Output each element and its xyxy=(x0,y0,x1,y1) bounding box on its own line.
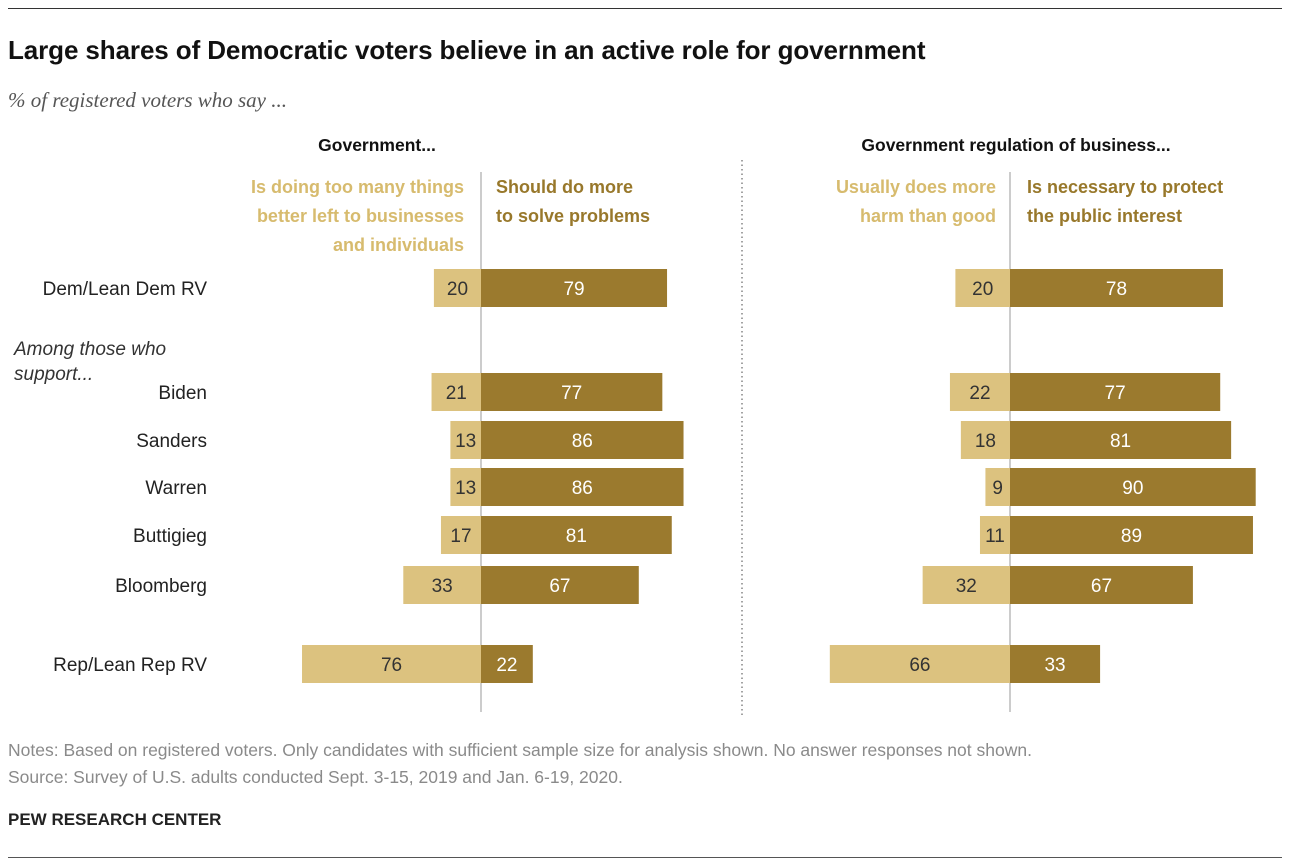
regulation-bar-necessary-to-protect-warren xyxy=(1010,468,1256,506)
row-label-biden: Biden xyxy=(158,383,207,404)
government-bar-should-do-more-biden xyxy=(481,373,663,411)
government-value-label-should-do-more-bloomberg: 67 xyxy=(549,576,570,597)
regulation-necessary-header-line-1: Is necessary to protect xyxy=(1027,177,1223,197)
regulation-bar-necessary-to-protect-bloomberg xyxy=(1010,566,1193,604)
regulation-value-label-more-harm-than-good-biden: 22 xyxy=(969,383,990,404)
regulation-value-label-necessary-to-protect-rep-lean-rep-rv: 33 xyxy=(1044,655,1065,676)
government-bar-should-do-more-sanders xyxy=(481,421,684,459)
chart-source: Source: Survey of U.S. adults conducted … xyxy=(8,767,623,787)
row-label-sanders: Sanders xyxy=(136,431,207,452)
government-value-label-too-many-things-sanders: 13 xyxy=(455,431,476,452)
regulation-value-label-necessary-to-protect-sanders: 81 xyxy=(1110,431,1131,452)
government-should-do-more-header-line-2: to solve problems xyxy=(496,206,650,226)
regulation-value-label-necessary-to-protect-bloomberg: 67 xyxy=(1091,576,1112,597)
regulation-value-label-necessary-to-protect-biden: 77 xyxy=(1105,383,1126,404)
regulation-value-label-more-harm-than-good-warren: 9 xyxy=(992,478,1003,499)
government-panel-title: Government... xyxy=(318,135,436,155)
government-value-label-too-many-things-biden: 21 xyxy=(446,383,467,404)
regulation-bar-more-harm-than-good-buttigieg xyxy=(979,516,1010,554)
government-bar-should-do-more-rep-lean-rep-rv xyxy=(481,645,533,683)
regulation-bars: 20 78 22 77 18 81 9 90 11 89 32 67 66 33 xyxy=(829,269,1256,683)
regulation-more-harm-header-line-1: Usually does more xyxy=(836,177,996,197)
government-value-label-should-do-more-dem-lean-dem-rv: 79 xyxy=(563,279,584,300)
government-too-many-things-header-line-3: and individuals xyxy=(333,235,464,255)
government-value-label-too-many-things-buttigieg: 17 xyxy=(450,526,471,547)
government-bar-too-many-things-biden xyxy=(431,373,481,411)
regulation-value-label-more-harm-than-good-bloomberg: 32 xyxy=(956,576,977,597)
regulation-bar-necessary-to-protect-biden xyxy=(1010,373,1221,411)
regulation-panel: Government regulation of business... Usu… xyxy=(836,135,1223,712)
chart-subtitle: % of registered voters who say ... xyxy=(8,88,287,112)
regulation-bar-more-harm-than-good-rep-lean-rep-rv xyxy=(829,645,1010,683)
regulation-value-label-necessary-to-protect-warren: 90 xyxy=(1122,478,1143,499)
government-too-many-things-header-line-2: better left to businesses xyxy=(257,206,464,226)
chart-notes: Notes: Based on registered voters. Only … xyxy=(8,740,1032,760)
regulation-bar-necessary-to-protect-rep-lean-rep-rv xyxy=(1010,645,1101,683)
row-label-buttigieg: Buttigieg xyxy=(133,526,207,547)
regulation-bar-more-harm-than-good-bloomberg xyxy=(922,566,1010,604)
regulation-panel-title: Government regulation of business... xyxy=(861,135,1170,155)
regulation-value-label-necessary-to-protect-buttigieg: 89 xyxy=(1121,526,1142,547)
regulation-value-label-more-harm-than-good-rep-lean-rep-rv: 66 xyxy=(909,655,930,676)
group-label-line-1: Among those who xyxy=(13,339,166,360)
regulation-necessary-header-line-2: the public interest xyxy=(1027,206,1182,226)
government-bar-too-many-things-rep-lean-rep-rv xyxy=(302,645,481,683)
government-bar-too-many-things-buttigieg xyxy=(440,516,481,554)
row-label-warren: Warren xyxy=(145,478,207,499)
regulation-bar-necessary-to-protect-buttigieg xyxy=(1010,516,1253,554)
regulation-bar-more-harm-than-good-biden xyxy=(949,373,1010,411)
government-value-label-should-do-more-rep-lean-rep-rv: 22 xyxy=(496,655,517,676)
regulation-bar-necessary-to-protect-dem-lean-dem-rv xyxy=(1010,269,1223,307)
government-value-label-should-do-more-warren: 86 xyxy=(572,478,593,499)
row-label-bloomberg: Bloomberg xyxy=(115,576,207,597)
row-label-rep-lean-rep-rv: Rep/Lean Rep RV xyxy=(53,655,207,676)
government-value-label-should-do-more-sanders: 86 xyxy=(572,431,593,452)
government-bar-should-do-more-dem-lean-dem-rv xyxy=(481,269,668,307)
government-value-label-too-many-things-dem-lean-dem-rv: 20 xyxy=(447,279,468,300)
government-should-do-more-header-line-1: Should do more xyxy=(496,177,633,197)
top-rule xyxy=(8,8,1282,9)
government-bars: 20 79 21 77 13 86 13 86 17 81 33 67 76 22 xyxy=(302,269,684,683)
government-bar-too-many-things-sanders xyxy=(450,421,481,459)
government-bar-too-many-things-warren xyxy=(450,468,481,506)
regulation-value-label-necessary-to-protect-dem-lean-dem-rv: 78 xyxy=(1106,279,1127,300)
government-bar-too-many-things-dem-lean-dem-rv xyxy=(433,269,481,307)
bottom-rule xyxy=(8,857,1282,858)
group-label-line-2: support... xyxy=(14,364,93,385)
government-value-label-too-many-things-bloomberg: 33 xyxy=(432,576,453,597)
brand-name: PEW RESEARCH CENTER xyxy=(8,810,222,829)
government-value-label-too-many-things-warren: 13 xyxy=(455,478,476,499)
government-value-label-should-do-more-buttigieg: 81 xyxy=(566,526,587,547)
row-label-dem-lean-dem-rv: Dem/Lean Dem RV xyxy=(43,279,208,300)
chart-rows: Dem/Lean Dem RV Biden Sanders Warren Buttigi… xyxy=(43,269,1256,683)
regulation-bar-more-harm-than-good-sanders xyxy=(960,421,1010,459)
chart-title: Large shares of Democratic voters believ… xyxy=(8,35,926,65)
government-bar-should-do-more-bloomberg xyxy=(481,566,639,604)
government-too-many-things-header-line-1: Is doing too many things xyxy=(251,177,464,197)
government-bar-should-do-more-warren xyxy=(481,468,684,506)
regulation-bar-more-harm-than-good-dem-lean-dem-rv xyxy=(955,269,1010,307)
government-value-label-too-many-things-rep-lean-rep-rv: 76 xyxy=(381,655,402,676)
regulation-value-label-more-harm-than-good-sanders: 18 xyxy=(975,431,996,452)
regulation-value-label-more-harm-than-good-dem-lean-dem-rv: 20 xyxy=(972,279,993,300)
government-bar-too-many-things-bloomberg xyxy=(403,566,481,604)
government-bar-should-do-more-buttigieg xyxy=(481,516,672,554)
regulation-bar-necessary-to-protect-sanders xyxy=(1010,421,1232,459)
regulation-more-harm-header-line-2: harm than good xyxy=(860,206,996,226)
regulation-value-label-more-harm-than-good-buttigieg: 11 xyxy=(985,526,1005,547)
government-value-label-should-do-more-biden: 77 xyxy=(561,383,582,404)
regulation-bar-more-harm-than-good-warren xyxy=(985,468,1010,506)
